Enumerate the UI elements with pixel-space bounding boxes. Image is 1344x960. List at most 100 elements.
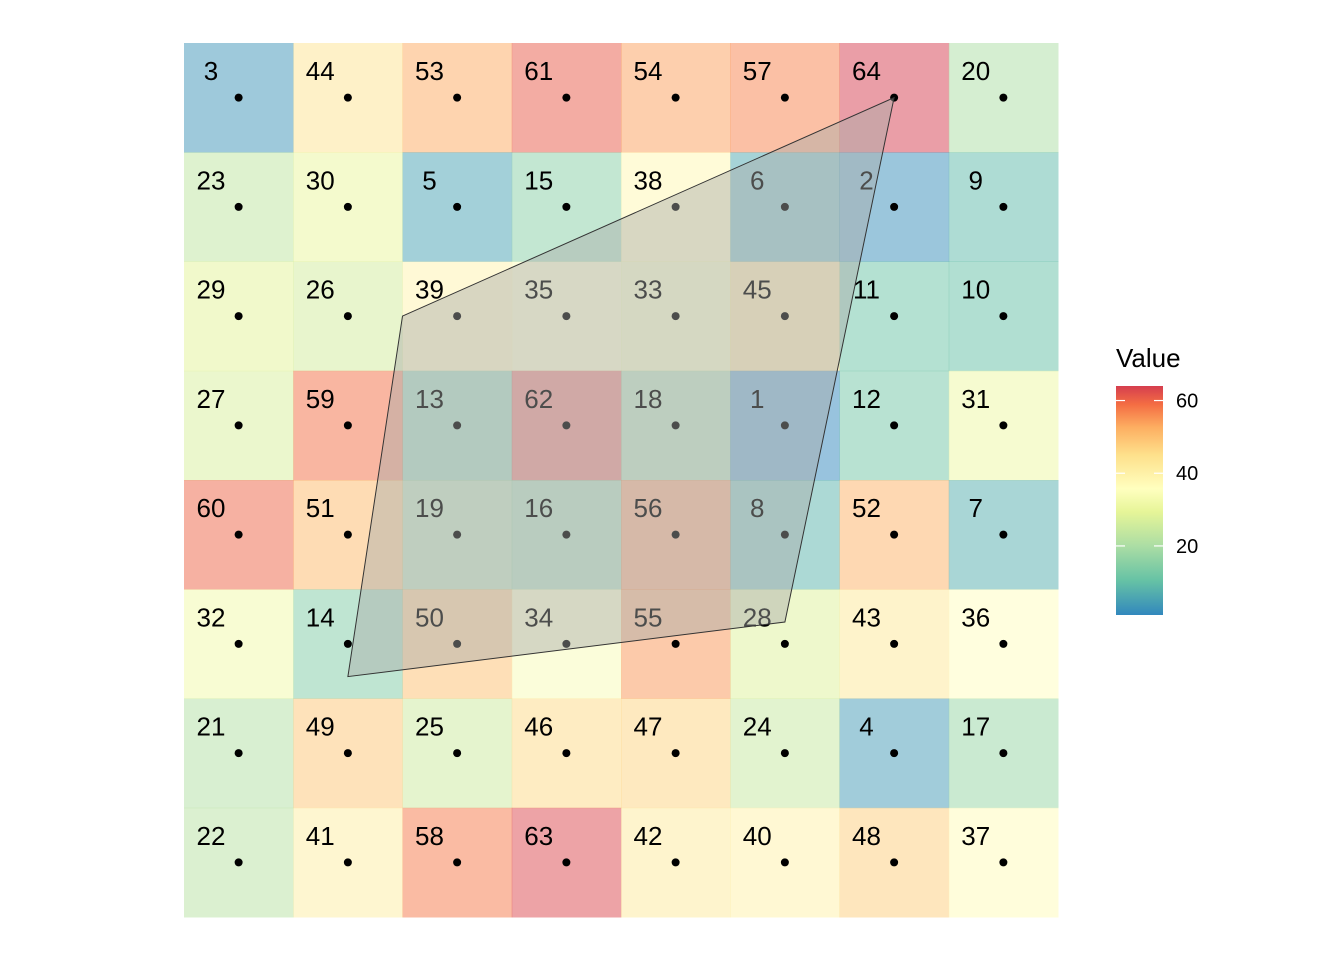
cell-value-label: 25 — [415, 712, 444, 742]
cell-point — [780, 749, 789, 758]
cell-value-label: 21 — [197, 712, 226, 742]
cell-point — [562, 312, 571, 321]
cell-value-label: 35 — [524, 275, 553, 305]
color-legend: Value 20 40 60 — [1116, 343, 1198, 615]
legend-tick-label: 40 — [1176, 463, 1198, 485]
cell-point — [890, 749, 899, 758]
cell-value-label: 19 — [415, 493, 444, 523]
cell-value-label: 59 — [306, 384, 335, 414]
cell-value-label: 1 — [750, 384, 764, 414]
legend-tick-label: 20 — [1176, 536, 1198, 558]
cell-point — [890, 858, 899, 867]
cell-point — [890, 530, 899, 539]
cell-point — [562, 858, 571, 867]
cell-value-label: 56 — [634, 493, 663, 523]
cell-point — [562, 749, 571, 758]
cell-point — [453, 202, 462, 211]
cell-point — [234, 93, 243, 102]
cell-value-label: 58 — [415, 821, 444, 851]
cell-point — [671, 530, 680, 539]
cell-point — [780, 421, 789, 430]
cell-point — [890, 312, 899, 321]
cell-value-label: 8 — [750, 493, 764, 523]
cell-value-label: 63 — [524, 821, 553, 851]
cell-point — [234, 312, 243, 321]
cell-point — [343, 202, 352, 211]
cell-value-label: 60 — [197, 493, 226, 523]
cell-point — [780, 858, 789, 867]
cell-point — [999, 639, 1008, 648]
cell-point — [671, 312, 680, 321]
cell-point — [890, 639, 899, 648]
legend-title: Value — [1116, 343, 1181, 373]
cell-point — [780, 530, 789, 539]
cell-point — [562, 93, 571, 102]
cell-point — [453, 421, 462, 430]
cell-value-label: 26 — [306, 275, 335, 305]
legend-ticks: 20 40 60 — [1116, 391, 1198, 558]
cell-point — [999, 749, 1008, 758]
cell-point — [780, 202, 789, 211]
cell-value-label: 49 — [306, 712, 335, 742]
cell-value-label: 20 — [961, 56, 990, 86]
cell-point — [999, 421, 1008, 430]
cell-value-label: 4 — [859, 712, 873, 742]
cell-value-label: 28 — [743, 602, 772, 632]
cell-point — [999, 93, 1008, 102]
cell-point — [234, 858, 243, 867]
cell-point — [234, 639, 243, 648]
cell-point — [671, 858, 680, 867]
cell-value-label: 50 — [415, 602, 444, 632]
cell-point — [780, 312, 789, 321]
cell-point — [890, 202, 899, 211]
cell-point — [780, 93, 789, 102]
cell-point — [234, 749, 243, 758]
cell-point — [453, 858, 462, 867]
cell-point — [671, 93, 680, 102]
cell-value-label: 62 — [524, 384, 553, 414]
cell-point — [999, 530, 1008, 539]
cell-value-label: 7 — [969, 493, 983, 523]
cell-point — [562, 421, 571, 430]
cell-value-label: 51 — [306, 493, 335, 523]
cell-point — [453, 530, 462, 539]
cell-value-label: 24 — [743, 712, 772, 742]
cell-value-label: 38 — [634, 165, 663, 195]
cell-point — [343, 530, 352, 539]
cell-value-label: 22 — [197, 821, 226, 851]
cell-value-label: 11 — [853, 275, 880, 305]
cell-value-label: 9 — [969, 165, 983, 195]
cell-value-label: 47 — [634, 712, 663, 742]
cell-point — [999, 202, 1008, 211]
cell-point — [453, 312, 462, 321]
cell-point — [671, 202, 680, 211]
cell-value-label: 44 — [306, 56, 335, 86]
cell-value-label: 18 — [634, 384, 663, 414]
cell-value-label: 53 — [415, 56, 444, 86]
cell-point — [343, 749, 352, 758]
cell-value-label: 61 — [524, 56, 553, 86]
cell-value-label: 32 — [197, 602, 226, 632]
cell-point — [671, 421, 680, 430]
legend-colorbar — [1116, 386, 1163, 615]
cell-point — [890, 421, 899, 430]
cell-value-label: 27 — [197, 384, 226, 414]
cell-point — [234, 421, 243, 430]
cell-point — [562, 530, 571, 539]
cell-value-label: 34 — [524, 602, 553, 632]
cell-value-label: 46 — [524, 712, 553, 742]
cell-point — [671, 749, 680, 758]
cell-value-label: 37 — [961, 821, 990, 851]
cell-value-label: 52 — [852, 493, 881, 523]
cell-value-label: 5 — [422, 165, 436, 195]
cell-value-label: 2 — [859, 165, 873, 195]
cell-value-label: 15 — [524, 165, 553, 195]
cell-value-label: 14 — [306, 602, 335, 632]
cell-point — [999, 312, 1008, 321]
cell-point — [343, 639, 352, 648]
cell-points — [234, 93, 1008, 867]
cell-point — [343, 312, 352, 321]
cell-point — [562, 202, 571, 211]
cell-point — [234, 530, 243, 539]
